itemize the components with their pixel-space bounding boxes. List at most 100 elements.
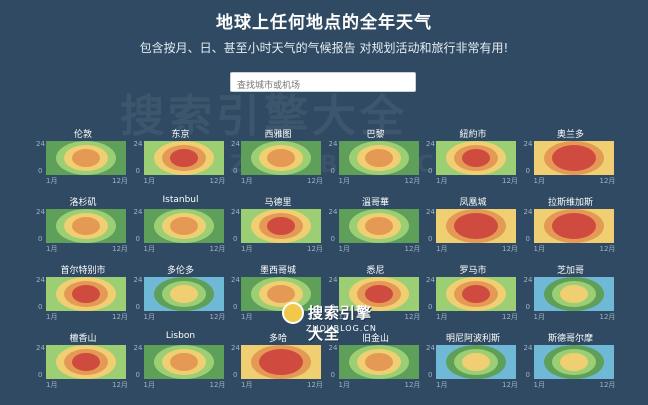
city-card[interactable]: 凤凰城 24 0 1月 12月 bbox=[426, 195, 520, 257]
heat-band-3 bbox=[72, 149, 100, 167]
city-card[interactable]: 多哈 24 0 1月 12月 bbox=[231, 331, 325, 393]
weather-heatmap[interactable] bbox=[143, 277, 224, 311]
heat-band-3 bbox=[169, 285, 198, 303]
city-card[interactable]: 伦敦 24 0 1月 12月 bbox=[36, 127, 130, 189]
city-name[interactable]: 多哈 bbox=[268, 334, 287, 344]
y-axis-bottom-label: 0 bbox=[330, 167, 335, 175]
magnifier-icon bbox=[282, 302, 304, 324]
city-card[interactable]: 首尔特别市 24 0 1月 12月 bbox=[36, 263, 130, 325]
city-card[interactable]: 东京 24 0 1月 12月 bbox=[134, 127, 228, 189]
weather-heatmap[interactable] bbox=[241, 209, 321, 243]
city-card[interactable]: 罗马市 24 0 1月 12月 bbox=[426, 263, 520, 325]
city-card[interactable]: 多伦多 24 0 1月 12月 bbox=[134, 263, 228, 325]
x-axis-end-label: 12月 bbox=[209, 245, 226, 253]
city-name[interactable]: 东京 bbox=[171, 130, 190, 140]
search-box[interactable] bbox=[230, 72, 416, 95]
weather-heatmap[interactable] bbox=[436, 141, 516, 175]
y-axis-top-label: 24 bbox=[231, 276, 240, 284]
city-name[interactable]: 巴黎 bbox=[366, 130, 385, 140]
city-name[interactable]: 悉尼 bbox=[366, 266, 385, 276]
weather-heatmap[interactable] bbox=[143, 141, 224, 175]
city-card[interactable]: 明尼阿波利斯 24 0 1月 12月 bbox=[426, 331, 520, 393]
weather-heatmap[interactable] bbox=[143, 209, 224, 243]
heat-band-3 bbox=[72, 217, 100, 235]
weather-heatmap[interactable] bbox=[241, 277, 321, 311]
city-name[interactable]: 紐約市 bbox=[459, 130, 487, 140]
search-input[interactable] bbox=[231, 77, 415, 95]
weather-heatmap[interactable] bbox=[533, 345, 614, 379]
weather-heatmap[interactable] bbox=[436, 345, 516, 379]
weather-heatmap[interactable] bbox=[143, 345, 224, 379]
y-axis-bottom-label: 0 bbox=[428, 167, 433, 175]
city-card[interactable]: 斯德哥尔摩 24 0 1月 12月 bbox=[524, 331, 618, 393]
city-name[interactable]: Lisbon bbox=[165, 331, 196, 341]
city-name[interactable]: 首尔特别市 bbox=[60, 266, 106, 276]
city-card[interactable]: 洛杉矶 24 0 1月 12月 bbox=[36, 195, 130, 257]
y-axis-bottom-label: 0 bbox=[525, 303, 530, 311]
weather-heatmap[interactable] bbox=[338, 141, 419, 175]
city-card[interactable]: Lisbon 24 0 1月 12月 bbox=[134, 331, 228, 393]
weather-heatmap[interactable] bbox=[338, 209, 419, 243]
y-axis-top-label: 24 bbox=[328, 140, 338, 148]
weather-heatmap[interactable] bbox=[533, 277, 614, 311]
y-axis-top-label: 24 bbox=[523, 344, 533, 352]
city-card[interactable]: 溫哥華 24 0 1月 12月 bbox=[329, 195, 423, 257]
city-name[interactable]: 檀香山 bbox=[69, 334, 97, 344]
city-card[interactable]: İstanbul 24 0 1月 12月 bbox=[134, 195, 228, 257]
city-name[interactable]: 墨西哥城 bbox=[259, 266, 296, 276]
city-card[interactable]: 拉斯维加斯 24 0 1月 12月 bbox=[524, 195, 618, 257]
city-name[interactable]: 溫哥華 bbox=[361, 198, 389, 208]
y-axis-bottom-label: 0 bbox=[525, 235, 530, 243]
city-name[interactable]: 拉斯维加斯 bbox=[547, 198, 593, 208]
y-axis-bottom-label: 0 bbox=[38, 167, 43, 175]
x-axis-start-label: 1月 bbox=[46, 245, 58, 253]
city-card[interactable]: 悉尼 24 0 1月 12月 bbox=[329, 263, 423, 325]
city-card[interactable]: 奥兰多 24 0 1月 12月 bbox=[524, 127, 618, 189]
weather-heatmap[interactable] bbox=[338, 277, 419, 311]
weather-heatmap[interactable] bbox=[436, 277, 516, 311]
city-card[interactable]: 墨西哥城 24 0 1月 12月 bbox=[231, 263, 325, 325]
x-axis-end-label: 12月 bbox=[209, 313, 226, 321]
city-card[interactable]: 马德里 24 0 1月 12月 bbox=[231, 195, 325, 257]
weather-heatmap[interactable] bbox=[338, 345, 419, 379]
weather-heatmap[interactable] bbox=[46, 209, 126, 243]
city-name[interactable]: 斯德哥尔摩 bbox=[547, 334, 593, 344]
city-name[interactable]: 奥兰多 bbox=[556, 130, 584, 140]
weather-heatmap[interactable] bbox=[46, 141, 126, 175]
x-axis-end-label: 12月 bbox=[112, 177, 128, 185]
city-name[interactable]: 洛杉矶 bbox=[69, 198, 97, 208]
city-card[interactable]: 西雅图 24 0 1月 12月 bbox=[231, 127, 325, 189]
city-name[interactable]: İstanbul bbox=[162, 195, 199, 205]
weather-heatmap[interactable] bbox=[533, 141, 614, 175]
x-axis-start-label: 1月 bbox=[436, 245, 448, 253]
city-card[interactable]: 芝加哥 24 0 1月 12月 bbox=[524, 263, 618, 325]
city-card[interactable]: 旧金山 24 0 1月 12月 bbox=[329, 331, 423, 393]
x-axis-end-label: 12月 bbox=[307, 313, 323, 321]
weather-heatmap[interactable] bbox=[533, 209, 614, 243]
city-name[interactable]: 旧金山 bbox=[361, 334, 389, 344]
city-name[interactable]: 多伦多 bbox=[166, 266, 194, 276]
city-card[interactable]: 檀香山 24 0 1月 12月 bbox=[36, 331, 130, 393]
city-name[interactable]: 西雅图 bbox=[264, 130, 292, 140]
city-card[interactable]: 紐約市 24 0 1月 12月 bbox=[426, 127, 520, 189]
heat-band-3 bbox=[267, 149, 295, 167]
city-name[interactable]: 凤凰城 bbox=[459, 198, 487, 208]
weather-heatmap[interactable] bbox=[241, 141, 321, 175]
city-card[interactable]: 巴黎 24 0 1月 12月 bbox=[329, 127, 423, 189]
city-name[interactable]: 罗马市 bbox=[459, 266, 487, 276]
city-name[interactable]: 马德里 bbox=[264, 198, 292, 208]
weather-heatmap[interactable] bbox=[436, 209, 516, 243]
city-name[interactable]: 伦敦 bbox=[73, 130, 92, 140]
weather-heatmap[interactable] bbox=[46, 345, 126, 379]
heat-band-3 bbox=[364, 149, 393, 167]
x-axis-start-label: 1月 bbox=[241, 177, 253, 185]
weather-heatmap[interactable] bbox=[46, 277, 126, 311]
y-axis-bottom-label: 0 bbox=[135, 167, 140, 175]
city-name[interactable]: 芝加哥 bbox=[556, 266, 584, 276]
city-name[interactable]: 明尼阿波利斯 bbox=[445, 334, 500, 344]
weather-heatmap[interactable] bbox=[241, 345, 321, 379]
y-axis-top-label: 24 bbox=[231, 344, 240, 352]
x-axis-start-label: 1月 bbox=[338, 245, 350, 253]
x-axis-end-label: 12月 bbox=[112, 313, 128, 321]
x-axis-start-label: 1月 bbox=[241, 245, 253, 253]
